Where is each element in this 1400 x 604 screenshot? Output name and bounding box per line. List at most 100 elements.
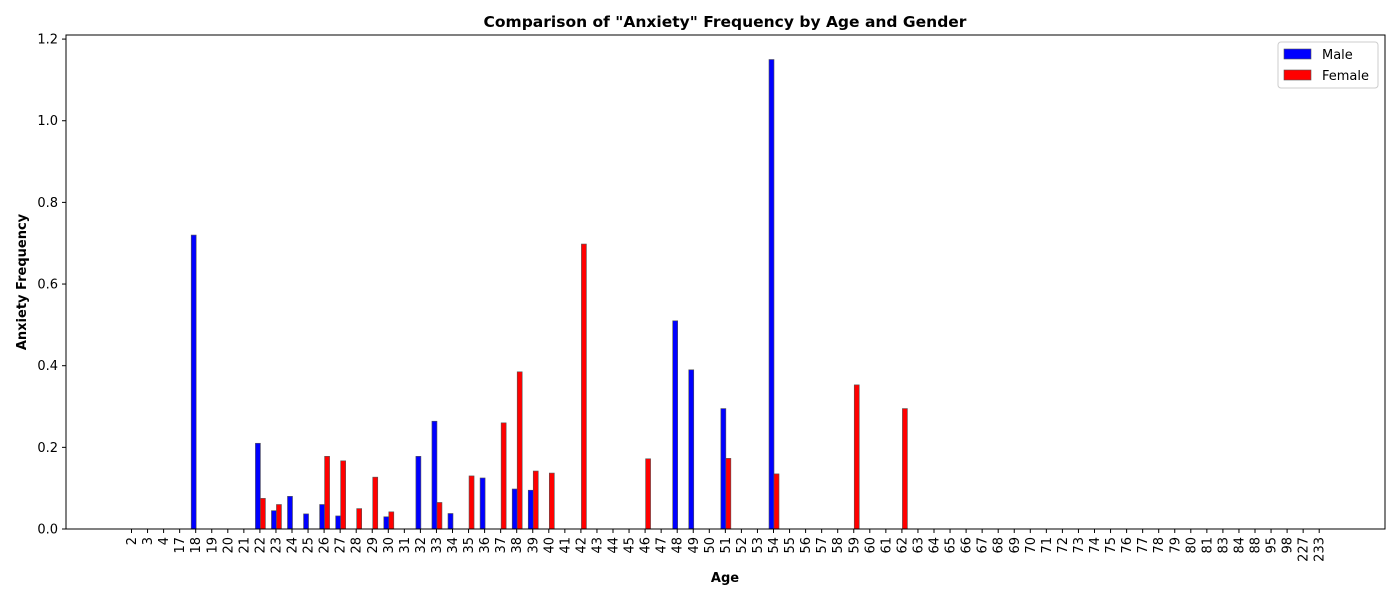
bars-layer: [190, 59, 908, 530]
x-tick-label: 41: [558, 537, 573, 554]
x-tick-label: 68: [992, 537, 1007, 554]
legend-swatch-female: [1283, 69, 1312, 81]
x-tick-label: 71: [1040, 537, 1055, 554]
bar-female-40: [548, 472, 555, 530]
x-tick-label: 69: [1008, 537, 1023, 554]
x-tick-label: 70: [1024, 537, 1039, 554]
x-tick-label: 227: [1297, 537, 1312, 562]
x-tick-label: 17: [173, 537, 188, 554]
x-tick-label: 56: [799, 537, 814, 554]
x-tick-label: 75: [1104, 537, 1119, 554]
legend-label-male: Male: [1322, 48, 1353, 63]
y-tick-label: 0.2: [37, 441, 58, 456]
bar-male-33: [431, 420, 438, 530]
y-tick-label: 0.0: [37, 523, 58, 538]
x-tick-label: 33: [430, 537, 445, 554]
bar-male-27: [335, 515, 341, 530]
x-tick-label: 76: [1120, 537, 1135, 554]
x-tick-label: 40: [542, 537, 557, 554]
x-tick-label: 36: [478, 537, 493, 554]
bar-female-26: [324, 456, 330, 530]
x-tick-label: 73: [1072, 537, 1087, 554]
bar-female-54: [773, 473, 780, 530]
x-tick-label: 42: [574, 537, 589, 554]
bar-male-36: [479, 477, 486, 530]
x-tick-label: 30: [382, 537, 397, 554]
ticks-layer: 0.00.20.40.60.81.01.22 3 4 17 18 19 20 21 22 23 24…: [37, 33, 1327, 562]
x-tick-label: 64: [928, 537, 943, 554]
bar-male-51: [720, 408, 727, 530]
bar-male-23: [271, 510, 277, 530]
x-tick-label: 4: [157, 537, 172, 545]
x-tick-label: 25: [302, 537, 317, 554]
x-tick-label: 60: [863, 537, 878, 554]
bar-male-18: [190, 234, 197, 530]
x-axis-label: Age: [711, 571, 739, 586]
y-tick-label: 0.4: [37, 359, 58, 374]
bar-male-26: [319, 504, 325, 530]
x-tick-label: 66: [960, 537, 975, 554]
bar-male-48: [672, 320, 679, 530]
x-tick-label: 67: [976, 537, 991, 554]
x-tick-label: 39: [526, 537, 541, 554]
y-tick-label: 1.2: [37, 33, 58, 48]
x-tick-label: 57: [815, 537, 830, 554]
bar-female-28: [356, 508, 363, 530]
x-tick-label: 26: [318, 537, 333, 554]
x-tick-label: 31: [398, 537, 413, 554]
x-tick-label: 51: [719, 537, 734, 554]
x-tick-label: 49: [687, 537, 702, 554]
x-tick-label: 83: [1216, 537, 1231, 554]
x-tick-label: 24: [286, 537, 301, 554]
chart-title: Comparison of "Anxiety" Frequency by Age…: [484, 13, 967, 31]
bar-female-42: [581, 243, 587, 530]
bar-male-49: [688, 369, 695, 530]
x-tick-label: 63: [911, 537, 926, 554]
x-tick-label: 95: [1265, 537, 1280, 554]
x-tick-label: 28: [350, 537, 365, 554]
x-tick-label: 50: [703, 537, 718, 554]
bar-female-29: [372, 476, 379, 530]
x-tick-label: 23: [269, 537, 284, 554]
y-tick-label: 0.8: [37, 196, 58, 211]
bar-male-22: [255, 442, 261, 530]
x-tick-label: 84: [1232, 537, 1247, 554]
x-tick-label: 58: [831, 537, 846, 554]
bar-female-46: [645, 458, 651, 530]
bar-female-37: [500, 422, 507, 530]
bar-male-39: [527, 489, 534, 530]
bar-female-39: [532, 470, 539, 530]
x-tick-label: 21: [237, 537, 252, 554]
y-axis-label: Anxiety Frequency: [15, 213, 30, 350]
x-tick-label: 78: [1152, 537, 1167, 554]
x-tick-label: 46: [639, 537, 654, 554]
x-tick-label: 88: [1249, 537, 1264, 554]
x-tick-label: 79: [1168, 537, 1183, 554]
x-tick-label: 98: [1281, 537, 1296, 554]
bar-female-30: [388, 511, 395, 530]
x-tick-label: 62: [895, 537, 910, 554]
x-tick-label: 53: [751, 537, 766, 554]
x-tick-label: 37: [494, 537, 509, 554]
x-tick-label: 32: [414, 537, 429, 554]
x-tick-label: 34: [446, 537, 461, 554]
bar-female-23: [276, 504, 282, 530]
x-tick-label: 61: [879, 537, 894, 554]
bar-female-35: [468, 475, 475, 530]
x-tick-label: 27: [334, 537, 349, 554]
x-tick-label: 19: [205, 537, 220, 554]
x-tick-label: 3: [141, 537, 156, 545]
x-tick-label: 43: [590, 537, 605, 554]
x-tick-label: 65: [944, 537, 959, 554]
bar-male-32: [415, 456, 422, 530]
bar-male-30: [383, 516, 390, 530]
x-tick-label: 48: [671, 537, 686, 554]
plot-frame: [65, 34, 1386, 530]
x-tick-label: 18: [189, 537, 204, 554]
y-tick-label: 0.6: [37, 278, 58, 293]
bar-male-34: [447, 513, 454, 530]
x-tick-label: 74: [1088, 537, 1103, 554]
x-tick-label: 54: [767, 537, 782, 554]
